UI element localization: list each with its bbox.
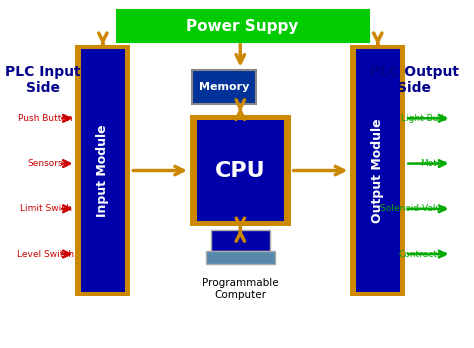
Text: Contractor: Contractor [398,250,447,259]
Text: Memory: Memory [199,82,249,92]
Text: Push Button: Push Button [18,114,73,123]
Text: Limit Swich: Limit Swich [19,204,72,213]
FancyBboxPatch shape [75,45,130,296]
Text: Input Module: Input Module [96,124,109,217]
Text: Programmable
Computer: Programmable Computer [202,278,279,300]
FancyBboxPatch shape [197,120,284,221]
FancyBboxPatch shape [81,49,125,292]
FancyBboxPatch shape [350,45,405,296]
Text: Level Switch: Level Switch [17,250,74,259]
Text: Sensors: Sensors [28,159,64,168]
FancyBboxPatch shape [206,251,274,264]
FancyBboxPatch shape [117,10,369,42]
Text: PLC Input
Side: PLC Input Side [6,65,81,95]
Text: Solenoid Valve: Solenoid Valve [380,204,447,213]
FancyBboxPatch shape [192,70,256,104]
FancyBboxPatch shape [210,230,270,251]
FancyBboxPatch shape [356,49,400,292]
Text: Power Suppy: Power Suppy [186,18,299,34]
Text: Light Bulb: Light Bulb [401,114,447,123]
Text: PLC Output
Side: PLC Output Side [370,65,459,95]
Text: Output Module: Output Module [371,118,384,223]
Text: CPU: CPU [215,160,265,181]
Text: Motor: Motor [420,159,447,168]
FancyBboxPatch shape [190,115,291,226]
